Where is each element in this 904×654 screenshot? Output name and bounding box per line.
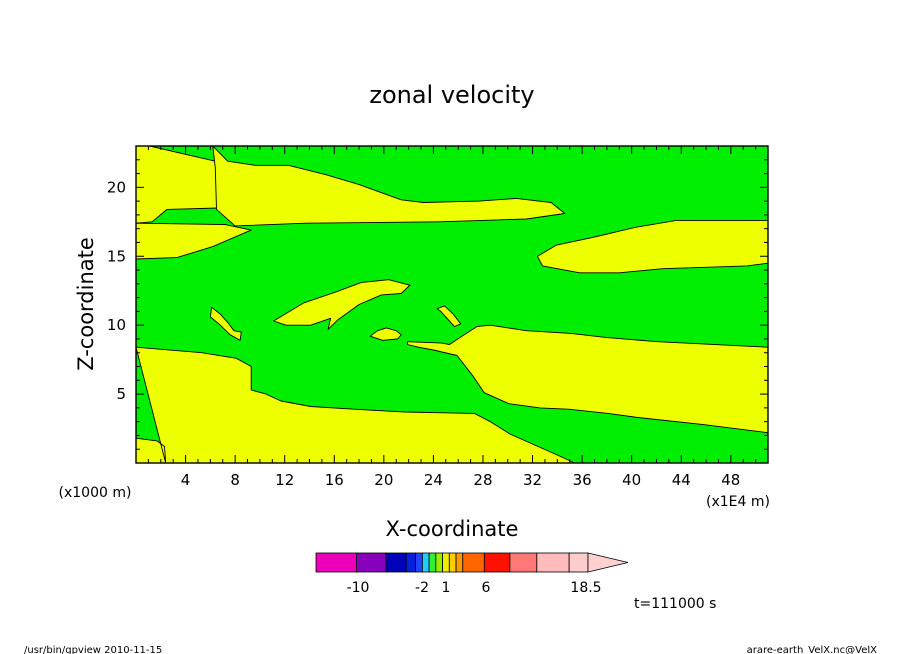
x-tick-label: 12: [275, 471, 294, 489]
plot-frame: [135, 145, 769, 464]
colorbar-swatch: [315, 552, 357, 573]
colorbar: -10 -2 1 6 18.5: [315, 552, 629, 596]
y-tick-label: 20: [107, 178, 126, 196]
colorbar-tick-label: -10: [347, 580, 370, 596]
x-axis-label: X-coordinate: [386, 517, 519, 541]
x-tick-label: 8: [230, 471, 240, 489]
contour-region-7: [273, 279, 411, 330]
y-tick-label: 15: [107, 247, 126, 265]
footer-right: arare-earth_VelX.nc@VelX: [747, 645, 878, 654]
time-label: t=111000 s: [634, 596, 716, 612]
colorbar-swatch: [355, 552, 387, 573]
colorbar-swatch: [448, 552, 457, 573]
colorbar-swatch: [405, 552, 417, 573]
colorbar-swatch: [428, 552, 437, 573]
colorbar-tick-label: 6: [482, 580, 491, 596]
x-tick-label: 48: [721, 471, 740, 489]
colorbar-swatch: [421, 552, 430, 573]
contour-region-9: [369, 327, 402, 341]
y-unit-label: (x1000 m): [59, 485, 132, 501]
x-tick-label: 32: [523, 471, 542, 489]
x-tick-label: 40: [622, 471, 641, 489]
colorbar-swatch: [415, 552, 423, 573]
colorbar-tick-label: -2: [415, 580, 429, 596]
colorbar-swatch: [442, 552, 450, 573]
y-tick-label: 5: [116, 385, 126, 403]
y-axis-label: Z-coordinate: [74, 237, 98, 371]
colorbar-swatch: [455, 552, 464, 573]
contour-region-5: [135, 346, 576, 464]
colorbar-swatch: [536, 552, 570, 573]
x-tick-label: 24: [424, 471, 443, 489]
chart-title: zonal velocity: [369, 81, 534, 109]
x-tick-label: 36: [573, 471, 592, 489]
contour-regions: [135, 145, 769, 464]
colorbar-tick-label: 1: [442, 580, 451, 596]
colorbar-swatch: [483, 552, 511, 573]
x-tick-label: 20: [374, 471, 393, 489]
colorbar-tick-label: 18.5: [570, 580, 601, 596]
colorbar-extend-arrow: [587, 552, 629, 573]
footer-left: /usr/bin/gpview 2010-11-15: [24, 645, 162, 654]
colorbar-swatch: [462, 552, 485, 573]
x-tick-label: 28: [473, 471, 492, 489]
contour-region-6: [406, 324, 769, 434]
x-tick-label: 4: [181, 471, 191, 489]
x-tick-label: 44: [672, 471, 691, 489]
x-tick-label: 16: [325, 471, 344, 489]
y-tick-label: 10: [107, 316, 126, 334]
colorbar-swatch: [509, 552, 538, 573]
colorbar-swatch: [435, 552, 443, 573]
contour-region-10: [436, 305, 462, 328]
contour-region-8: [209, 306, 242, 341]
colorbar-swatch: [385, 552, 407, 573]
contour-region-3: [212, 145, 566, 227]
colorbar-swatch: [568, 552, 589, 573]
x-unit-label: (x1E4 m): [706, 494, 770, 510]
